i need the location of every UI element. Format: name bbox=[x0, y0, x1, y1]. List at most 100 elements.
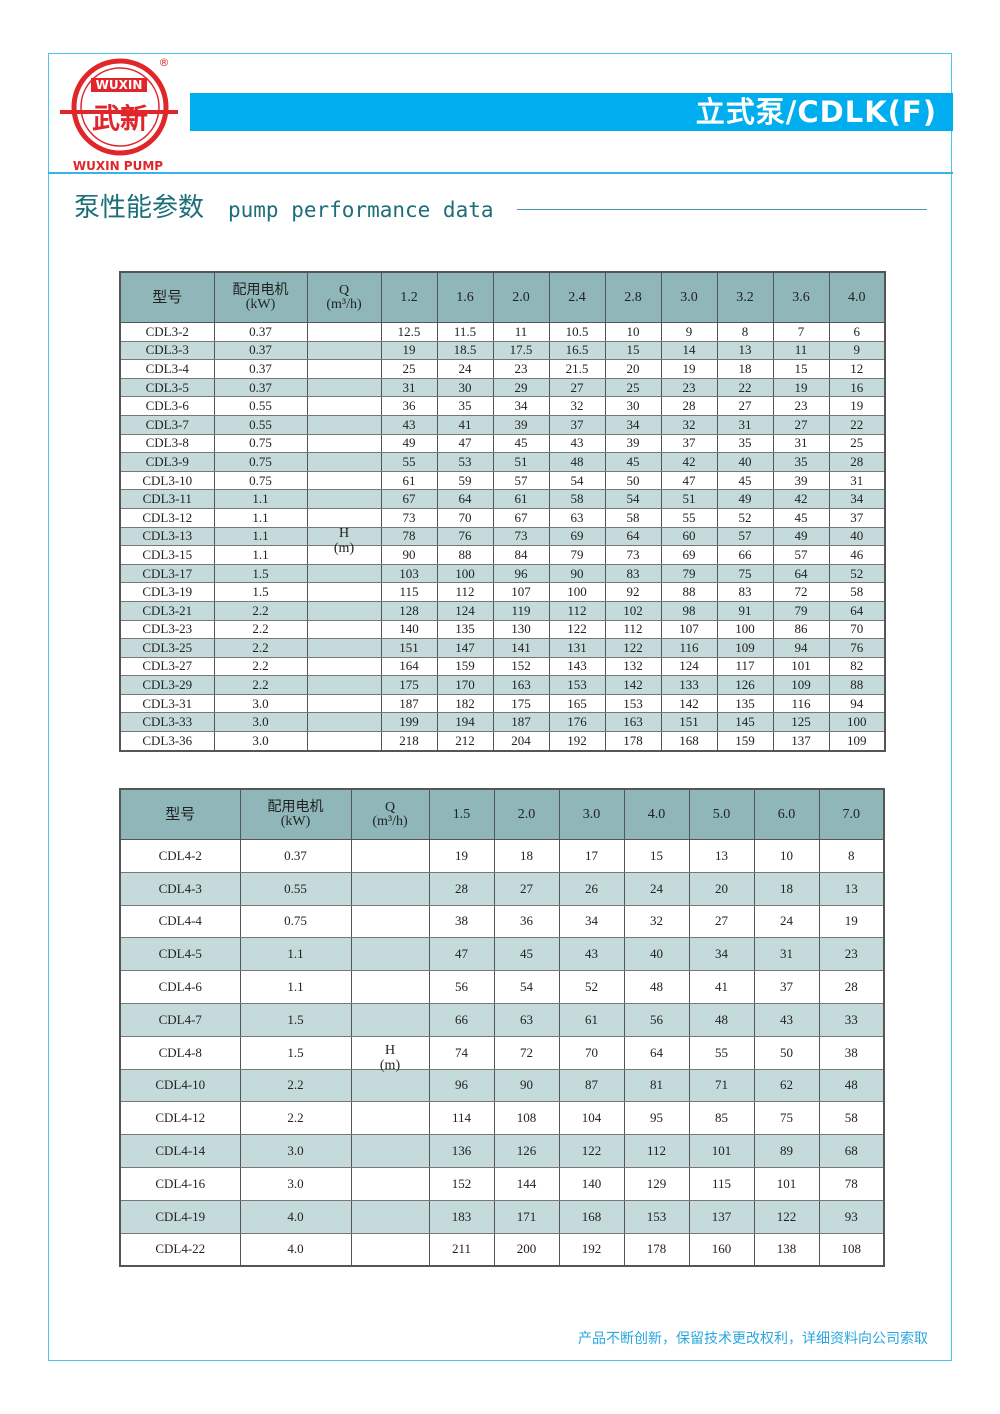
head-value-cell: 140 bbox=[558, 1167, 625, 1201]
footer-note: 产品不断创新，保留技术更改权利，详细资料向公司索取 bbox=[578, 1331, 928, 1347]
head-value-cell: 151 bbox=[660, 712, 718, 733]
head-value-cell: 165 bbox=[548, 694, 606, 714]
head-value-cell: 10.5 bbox=[548, 322, 606, 342]
head-value-cell: 21.5 bbox=[548, 359, 606, 379]
head-value-cell: 31 bbox=[380, 378, 438, 398]
head-value-cell: 70 bbox=[558, 1036, 625, 1070]
model-cell: CDL4-4 bbox=[119, 905, 241, 939]
head-value-cell: 138 bbox=[753, 1233, 820, 1267]
motor-power-cell: 2.2 bbox=[213, 620, 308, 640]
motor-power-cell: 3.0 bbox=[239, 1167, 352, 1201]
head-value-cell: 42 bbox=[772, 489, 830, 509]
motor-power-cell: 1.5 bbox=[239, 1003, 352, 1037]
head-value-cell: 63 bbox=[548, 508, 606, 528]
header-row: 型号 配用电机 (kW) Q (m³/h) 1.2 1.6 2.0 2.4 2.8 3.0 3.2 3.… bbox=[119, 272, 886, 323]
head-value-cell: 61 bbox=[380, 471, 438, 491]
motor-power-cell: 2.2 bbox=[213, 675, 308, 695]
header-flow-value: 2.0 bbox=[493, 789, 560, 840]
head-value-cell: 194 bbox=[436, 712, 494, 733]
head-value-cell: 22 bbox=[716, 378, 774, 398]
head-value-cell: 11 bbox=[492, 322, 550, 342]
head-value-cell: 112 bbox=[604, 620, 662, 640]
motor-power-cell: 3.0 bbox=[213, 731, 308, 752]
model-cell: CDL3-36 bbox=[119, 731, 215, 752]
head-value-cell: 107 bbox=[660, 620, 718, 640]
head-value-cell: 101 bbox=[688, 1134, 755, 1168]
head-unit-cell bbox=[306, 471, 382, 491]
head-value-cell: 43 bbox=[753, 1003, 820, 1037]
head-value-cell: 25 bbox=[380, 359, 438, 379]
head-value-cell: 88 bbox=[660, 582, 718, 602]
motor-power-cell: 0.37 bbox=[213, 359, 308, 379]
head-value-cell: 57 bbox=[772, 545, 830, 565]
header-flow-value: 2.0 bbox=[492, 272, 550, 323]
head-value-cell: 101 bbox=[772, 657, 830, 677]
head-value-cell: 144 bbox=[493, 1167, 560, 1201]
head-value-cell: 82 bbox=[828, 657, 886, 677]
head-value-cell: 101 bbox=[753, 1167, 820, 1201]
head-value-cell: 8 bbox=[716, 322, 774, 342]
motor-power-cell: 1.5 bbox=[239, 1036, 352, 1070]
head-value-cell: 6 bbox=[828, 322, 886, 342]
head-value-cell: 11.5 bbox=[436, 322, 494, 342]
table-row: CDL4-22 4.0 211 200 192 178 160 138 108 bbox=[119, 1233, 885, 1267]
motor-power-cell: 1.5 bbox=[213, 582, 308, 602]
table-row: CDL4-7 1.5 66 63 61 56 48 43 33 bbox=[119, 1003, 885, 1037]
head-value-cell: 22 bbox=[828, 415, 886, 435]
head-value-cell: 59 bbox=[436, 471, 494, 491]
head-value-cell: 50 bbox=[753, 1036, 820, 1070]
head-value-cell: 98 bbox=[660, 601, 718, 621]
motor-power-cell: 1.1 bbox=[213, 545, 308, 565]
head-value-cell: 136 bbox=[428, 1134, 495, 1168]
head-unit-cell bbox=[350, 937, 430, 972]
model-cell: CDL4-6 bbox=[119, 970, 241, 1004]
head-value-cell: 49 bbox=[380, 434, 438, 454]
head-value-cell: 19 bbox=[818, 905, 885, 939]
head-value-cell: 89 bbox=[753, 1134, 820, 1168]
head-value-cell: 27 bbox=[493, 872, 560, 906]
head-value-cell: 27 bbox=[772, 415, 830, 435]
head-value-cell: 31 bbox=[753, 937, 820, 972]
header-flow-value: 3.6 bbox=[772, 272, 830, 323]
head-value-cell: 20 bbox=[604, 359, 662, 379]
head-value-cell: 122 bbox=[558, 1134, 625, 1168]
head-value-cell: 48 bbox=[688, 1003, 755, 1037]
head-value-cell: 88 bbox=[436, 545, 494, 565]
header-flow: Q (m³/h) bbox=[306, 272, 382, 323]
motor-power-cell: 0.37 bbox=[213, 322, 308, 342]
head-value-cell: 86 bbox=[772, 620, 830, 640]
head-value-cell: 141 bbox=[492, 638, 550, 658]
head-value-cell: 19 bbox=[772, 378, 830, 398]
head-value-cell: 34 bbox=[492, 396, 550, 416]
head-value-cell: 124 bbox=[436, 601, 494, 621]
head-value-cell: 50 bbox=[604, 471, 662, 491]
motor-power-cell: 1.1 bbox=[213, 527, 308, 547]
svg-text:WUXIN PUMP: WUXIN PUMP bbox=[73, 159, 163, 173]
head-value-cell: 116 bbox=[660, 638, 718, 658]
head-value-cell: 159 bbox=[436, 657, 494, 677]
model-cell: CDL3-3 bbox=[119, 341, 215, 361]
head-unit-cell: H (m) bbox=[306, 526, 382, 556]
head-value-cell: 67 bbox=[492, 508, 550, 528]
head-value-cell: 178 bbox=[623, 1233, 690, 1267]
motor-power-cell: 2.2 bbox=[213, 638, 308, 658]
head-unit-cell: H (m) bbox=[350, 1036, 430, 1073]
head-value-cell: 29 bbox=[492, 378, 550, 398]
head-unit-cell bbox=[306, 657, 382, 677]
head-unit-cell bbox=[306, 582, 382, 602]
head-value-cell: 100 bbox=[828, 712, 886, 733]
header-flow-value: 7.0 bbox=[818, 789, 885, 840]
head-value-cell: 19 bbox=[428, 839, 495, 873]
head-value-cell: 51 bbox=[660, 489, 718, 509]
head-value-cell: 48 bbox=[818, 1069, 885, 1103]
motor-power-cell: 1.1 bbox=[213, 508, 308, 528]
head-value-cell: 15 bbox=[604, 341, 662, 361]
head-value-cell: 47 bbox=[428, 937, 495, 972]
head-value-cell: 69 bbox=[548, 527, 606, 547]
head-unit-cell bbox=[306, 508, 382, 528]
head-unit-cell bbox=[306, 359, 382, 379]
head-value-cell: 49 bbox=[772, 527, 830, 547]
head-value-cell: 61 bbox=[558, 1003, 625, 1037]
model-cell: CDL4-14 bbox=[119, 1134, 241, 1168]
head-value-cell: 56 bbox=[623, 1003, 690, 1037]
